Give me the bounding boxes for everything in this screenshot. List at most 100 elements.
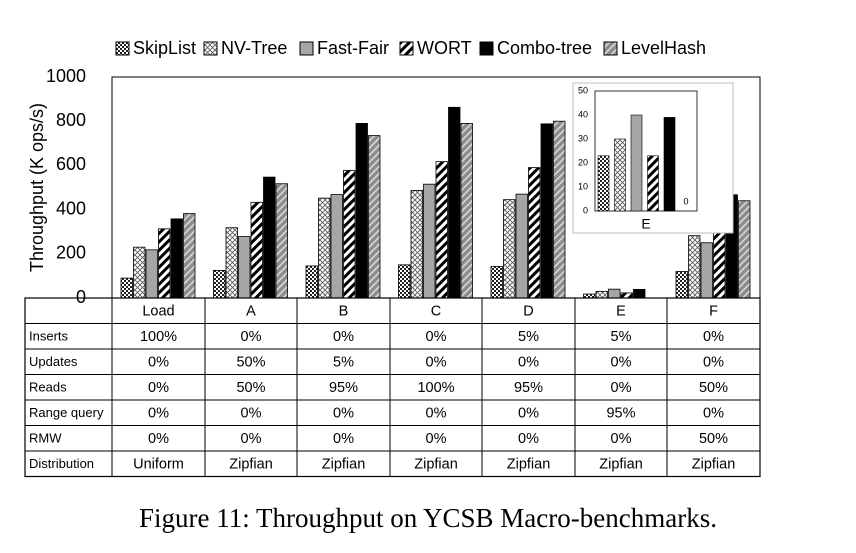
bar-fast-fair-d xyxy=(515,193,528,299)
bar-skiplist-a xyxy=(213,269,226,299)
y-axis-title: Throughput (K ops/s) xyxy=(27,103,47,272)
y-tick-label: 200 xyxy=(56,243,86,263)
y-tick-label: 400 xyxy=(56,198,86,218)
bar-combo-tree-d xyxy=(540,123,553,299)
inset-y-tick: 50 xyxy=(578,85,588,95)
table-cell: 0% xyxy=(426,355,447,371)
bar-levelhash-load xyxy=(183,213,196,299)
inset-bar-skiplist xyxy=(597,155,610,212)
bar-combo-tree-load xyxy=(170,218,183,299)
table-cell: 100% xyxy=(140,329,177,345)
table-cell: 0% xyxy=(148,406,169,422)
y-axis: 0 200 400 600 800 1000 Throughput (K ops/s) xyxy=(27,66,86,307)
table-cell: 50% xyxy=(236,380,265,396)
bar-nv-tree-f xyxy=(688,235,701,299)
table-cell: 0% xyxy=(703,329,724,345)
bar-fast-fair-c xyxy=(423,183,436,299)
inset-bar-fast-fair xyxy=(630,114,643,212)
bar-fast-fair-f xyxy=(700,242,713,299)
bar-nv-tree-d xyxy=(503,199,516,299)
table-row-label: Reads xyxy=(29,380,67,395)
bar-wort-c xyxy=(435,161,448,299)
table-cell: Zipfian xyxy=(599,457,643,473)
bar-combo-tree-b xyxy=(355,123,368,299)
table-cell: 50% xyxy=(699,380,728,396)
bar-nv-tree-c xyxy=(410,189,423,299)
x-category-label: E xyxy=(616,304,626,320)
y-tick-label: 800 xyxy=(56,110,86,130)
inset-chart: 0 10 20 30 40 50 0 E xyxy=(572,82,734,234)
bar-fast-fair-load xyxy=(145,249,158,299)
bar-combo-tree-a xyxy=(263,176,276,299)
bar-wort-load xyxy=(158,228,171,299)
bar-levelhash-d xyxy=(553,120,566,299)
table-cell: 0% xyxy=(703,406,724,422)
bar-combo-tree-c xyxy=(448,106,461,299)
table-cell: 0% xyxy=(426,406,447,422)
inset-y-tick: 40 xyxy=(578,109,588,119)
legend-swatch-levelhash xyxy=(603,41,618,56)
table-cell: 0% xyxy=(611,431,632,447)
table-frame xyxy=(24,297,761,478)
table-cell: 0% xyxy=(241,406,262,422)
bar-nv-tree-a xyxy=(225,227,238,299)
inset-bar-wort xyxy=(647,155,659,212)
legend-label: Combo-tree xyxy=(497,38,592,58)
table-cell: 0% xyxy=(518,355,539,371)
legend-swatch-combo-tree xyxy=(479,41,494,56)
x-category-label: A xyxy=(246,304,256,320)
table-cell: 0% xyxy=(148,380,169,396)
y-tick-label: 600 xyxy=(56,154,86,174)
x-category-label: B xyxy=(339,304,349,320)
legend-label: Fast-Fair xyxy=(317,38,389,58)
legend: SkipList NV-Tree Fast-Fair WORT Combo-tree Le… xyxy=(115,38,706,58)
table-cell: Zipfian xyxy=(507,457,551,473)
table-cell: 0% xyxy=(333,329,354,345)
bar-wort-d xyxy=(528,167,541,299)
bar-nv-tree-b xyxy=(318,197,331,299)
bar-skiplist-f xyxy=(675,271,688,299)
legend-label: LevelHash xyxy=(621,38,706,58)
table-cell: 100% xyxy=(417,380,454,396)
bar-wort-a xyxy=(250,201,263,299)
bar-fast-fair-b xyxy=(330,194,343,299)
table-cell: Zipfian xyxy=(692,457,736,473)
bar-levelhash-f xyxy=(738,200,751,299)
x-category-label: C xyxy=(431,304,441,320)
table-cell: 0% xyxy=(426,329,447,345)
legend-swatch-fast-fair xyxy=(299,41,314,56)
inset-plot-frame xyxy=(594,90,698,212)
table-cell: Zipfian xyxy=(414,457,458,473)
bar-skiplist-load xyxy=(120,277,133,299)
x-category-label: Load xyxy=(142,304,174,320)
table-cell: 5% xyxy=(611,329,632,345)
table-cell: 95% xyxy=(514,380,543,396)
table-cell: Zipfian xyxy=(322,457,366,473)
table-cell: 0% xyxy=(611,380,632,396)
legend-swatch-nv-tree xyxy=(203,41,218,56)
workload-table: Load A B C D E F Inserts 100% 0% 0% 0% 5% 5% 0% Updates… xyxy=(24,297,761,478)
table-cell: 5% xyxy=(333,355,354,371)
table-row-label: Updates xyxy=(29,354,78,369)
inset-bar-combo-tree xyxy=(663,117,676,212)
table-cell: 95% xyxy=(606,406,635,422)
plot-area xyxy=(111,76,761,299)
bar-wort-e xyxy=(620,292,633,299)
bar-skiplist-b xyxy=(305,265,318,299)
x-category-label: F xyxy=(709,304,718,320)
x-category-label: D xyxy=(523,304,533,320)
inset-category-label: E xyxy=(641,216,650,232)
inset-y-tick: 20 xyxy=(578,157,588,167)
inset-y-tick: 30 xyxy=(578,133,588,143)
table-cell: 5% xyxy=(518,329,539,345)
table-cell: 0% xyxy=(241,329,262,345)
y-tick-label: 0 xyxy=(76,287,86,307)
ycsb-chart: SkipList NV-Tree Fast-Fair WORT Combo-tree Le… xyxy=(24,38,761,478)
bar-wort-b xyxy=(343,170,356,299)
table-cell: 0% xyxy=(518,406,539,422)
bar-skiplist-c xyxy=(398,264,411,299)
bar-fast-fair-e xyxy=(608,288,621,299)
table-cell: 50% xyxy=(699,431,728,447)
table-cell: 0% xyxy=(518,431,539,447)
table-cell: 0% xyxy=(333,431,354,447)
